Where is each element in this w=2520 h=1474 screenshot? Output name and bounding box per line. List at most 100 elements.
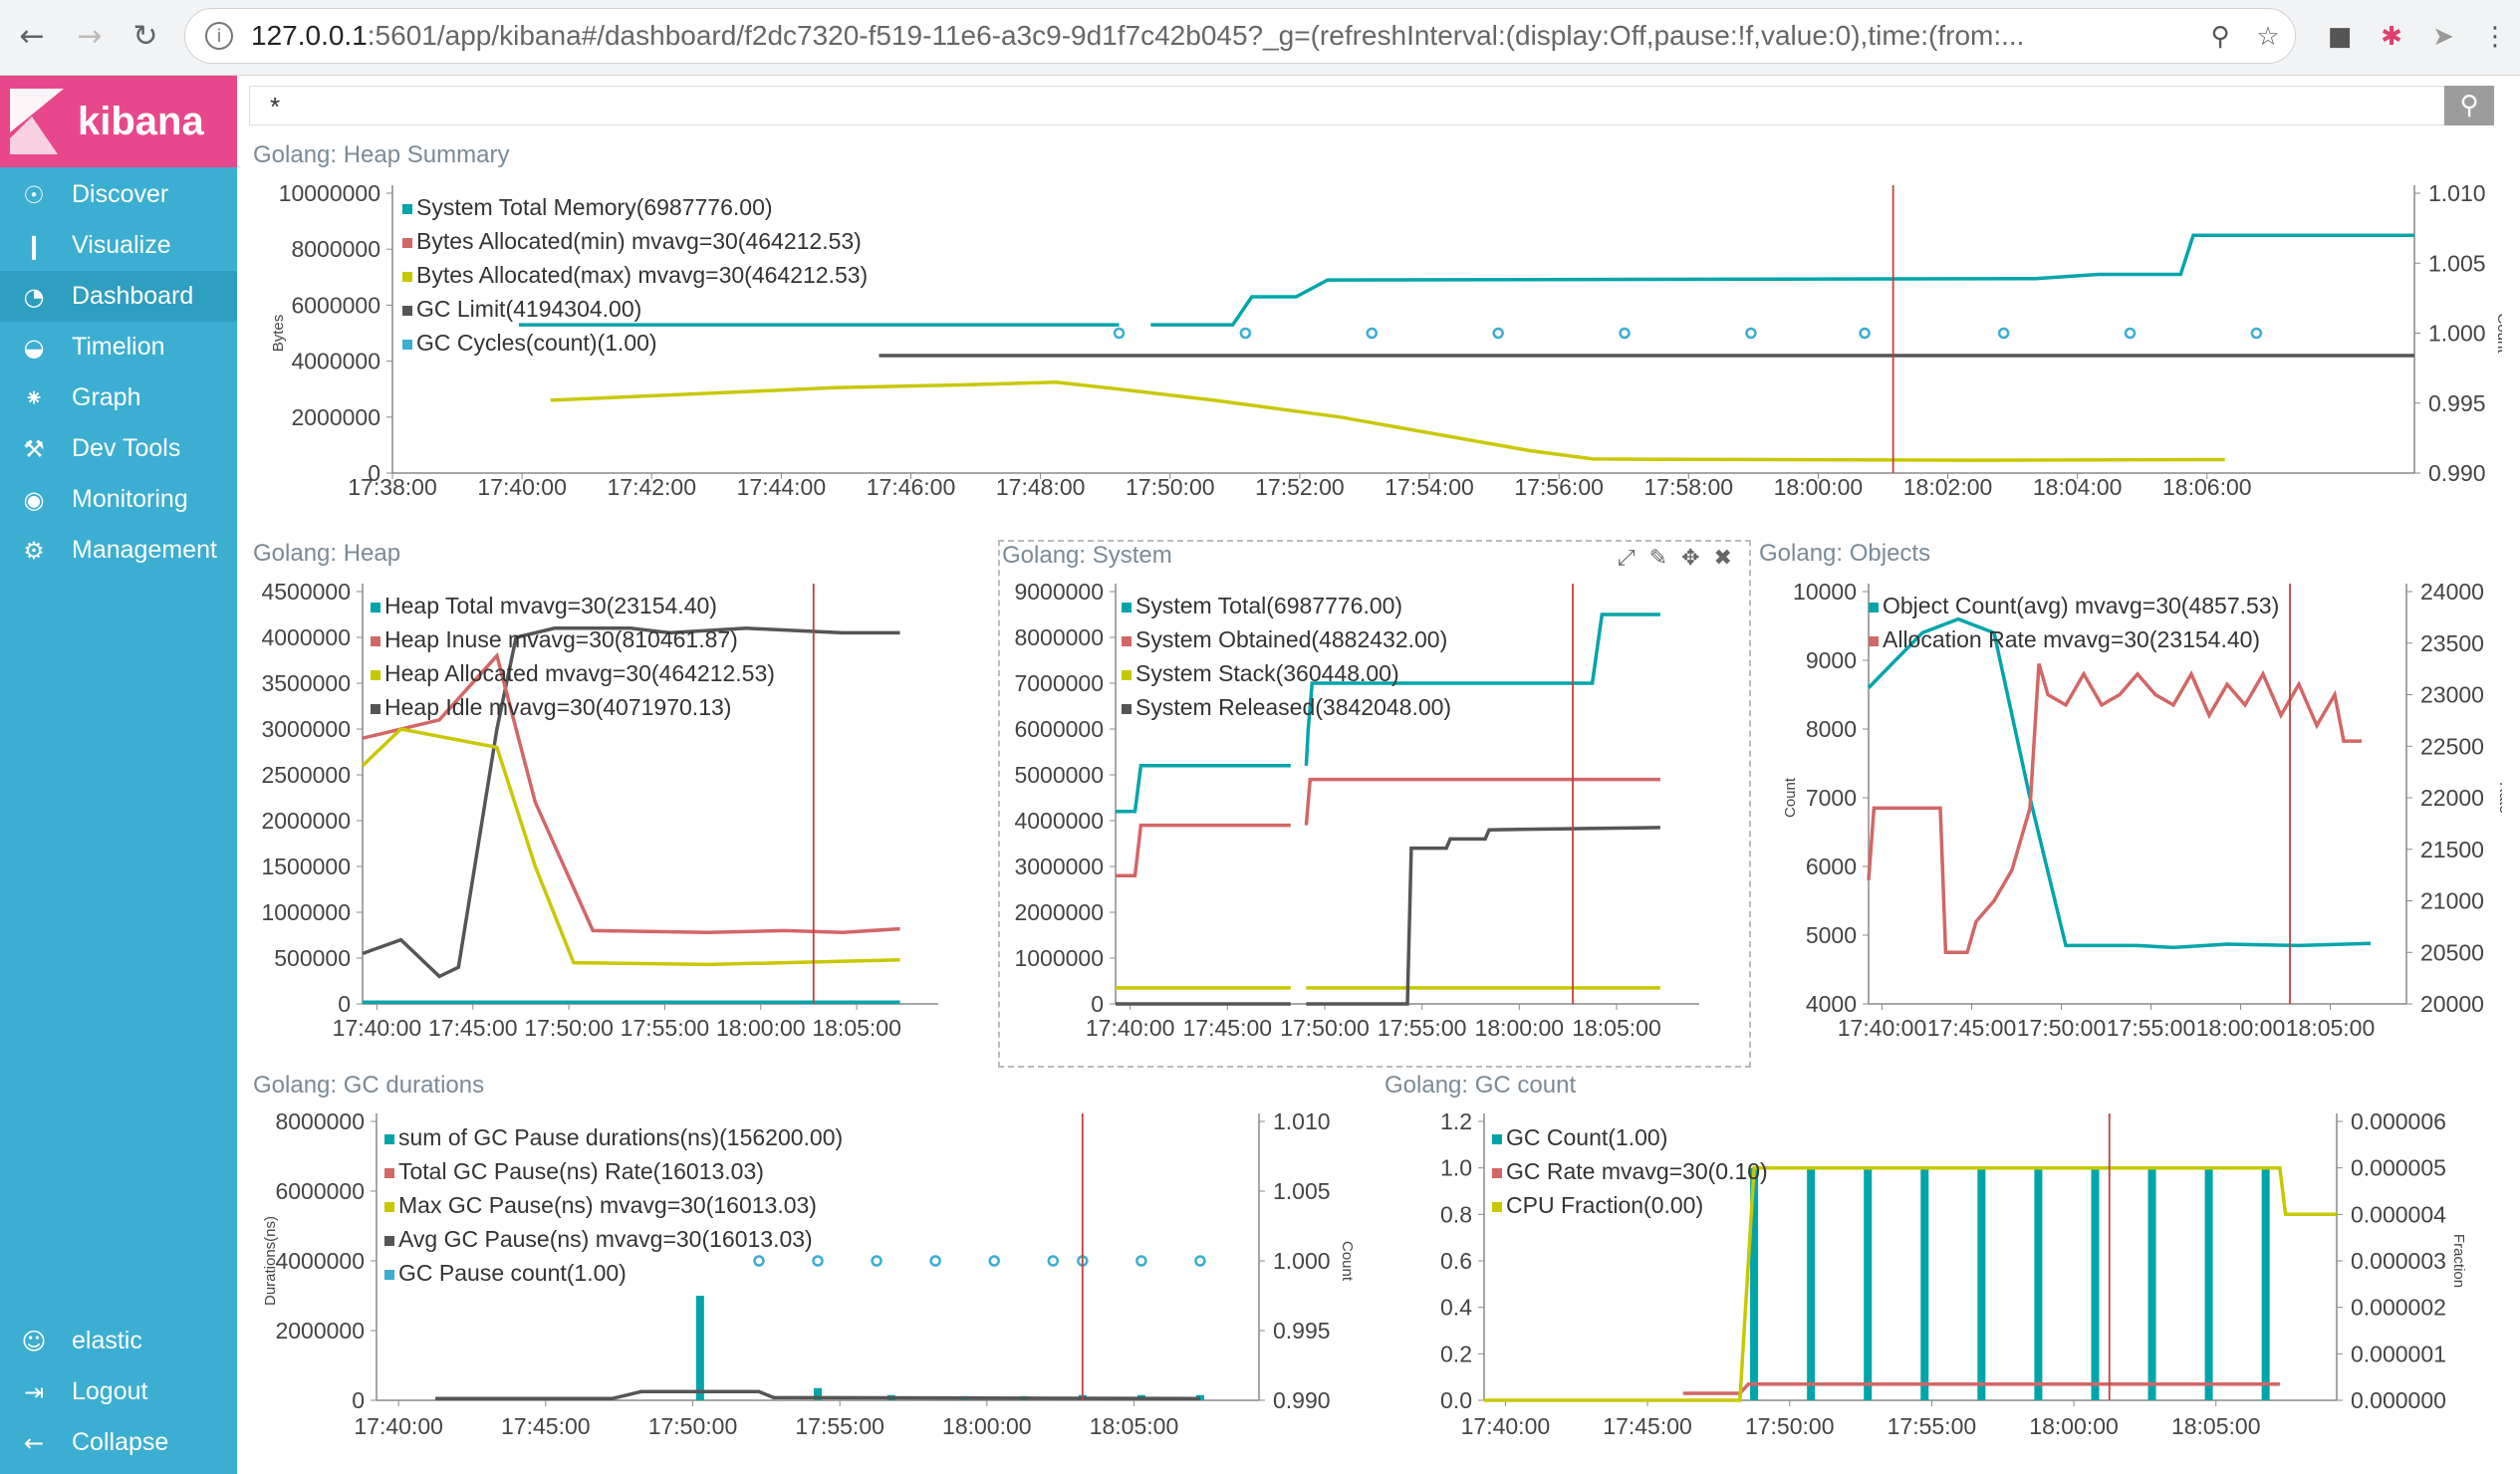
legend-swatch[interactable]	[1869, 603, 1879, 613]
legend-label[interactable]: System Total Memory(6987776.00)	[416, 194, 773, 220]
legend-label[interactable]: Avg GC Pause(ns) mvavg=30(16013.03)	[398, 1226, 813, 1252]
legend-label[interactable]: System Stack(360448.00)	[1135, 660, 1399, 686]
sidebar-item-discover[interactable]: ☉ Discover	[0, 169, 237, 220]
legend-swatch[interactable]	[402, 272, 412, 282]
sidebar-item-dev-tools[interactable]: ⚒ Dev Tools	[0, 423, 237, 474]
browser-menu-icon[interactable]: ⋮	[2482, 22, 2508, 52]
x-tick-label: 17:45:00	[501, 1413, 591, 1439]
sidebar-item-visualize[interactable]: ❙ Visualize	[0, 220, 237, 271]
search-button[interactable]: ⚲	[2444, 86, 2494, 125]
legend-label[interactable]: Heap Total mvavg=30(23154.40)	[384, 593, 717, 618]
sidebar-item-graph[interactable]: ⁕ Graph	[0, 372, 237, 423]
browser-toolbar: ← → ↻ i 127.0.0.1:5601/app/kibana#/dashb…	[0, 0, 2520, 76]
legend-label[interactable]: Bytes Allocated(max) mvavg=30(464212.53)	[416, 262, 868, 288]
search-query-input[interactable]: *	[249, 86, 2494, 125]
back-icon[interactable]: ←	[19, 18, 45, 54]
sidebar-item-timelion[interactable]: ◒ Timelion	[0, 322, 237, 372]
kibana-logo[interactable]: kibana	[0, 76, 237, 167]
legend-swatch[interactable]	[371, 603, 380, 613]
legend-swatch[interactable]	[402, 238, 412, 248]
y-tick-label: 1.0	[1440, 1155, 1472, 1181]
legend-label[interactable]: Allocation Rate mvavg=30(23154.40)	[1883, 626, 2260, 652]
legend-swatch[interactable]	[384, 1168, 394, 1178]
legend-label[interactable]: GC Rate mvavg=30(0.10)	[1506, 1158, 1768, 1184]
legend-swatch[interactable]	[402, 306, 412, 316]
legend-swatch[interactable]	[1122, 636, 1132, 646]
legend-swatch[interactable]	[371, 704, 380, 714]
legend-label[interactable]: Bytes Allocated(min) mvavg=30(464212.53)	[416, 228, 862, 254]
legend-label[interactable]: System Total(6987776.00)	[1135, 593, 1402, 618]
extension-asterisk-icon[interactable]: ✱	[2381, 22, 2402, 52]
x-tick-label: 17:45:00	[1603, 1413, 1692, 1439]
move-icon[interactable]: ✥	[1681, 546, 1700, 571]
bar	[2261, 1167, 2270, 1400]
legend-label[interactable]: GC Limit(4194304.00)	[416, 296, 641, 322]
legend-swatch[interactable]	[402, 340, 412, 350]
legend-swatch[interactable]	[371, 670, 380, 680]
legend-label[interactable]: System Released(3842048.00)	[1135, 694, 1451, 720]
legend-label[interactable]: System Obtained(4882432.00)	[1135, 626, 1447, 652]
extension-bird-icon[interactable]: ➤	[2432, 22, 2454, 52]
legend-swatch[interactable]	[402, 204, 412, 214]
forward-icon[interactable]: →	[77, 18, 103, 54]
expand-icon[interactable]: ⤢	[1618, 546, 1636, 571]
legend-label[interactable]: GC Pause count(1.00)	[398, 1260, 627, 1286]
legend-label[interactable]: Heap Inuse mvavg=30(810461.87)	[384, 626, 738, 652]
x-tick-label: 18:05:00	[2171, 1413, 2261, 1439]
address-bar[interactable]: i 127.0.0.1:5601/app/kibana#/dashboard/f…	[184, 8, 2296, 64]
x-tick-label: 18:05:00	[1090, 1413, 1179, 1439]
legend-swatch[interactable]	[1869, 636, 1879, 646]
sidebar-item-monitoring[interactable]: ◉ Monitoring	[0, 474, 237, 525]
sidebar-item-label: Graph	[72, 383, 141, 411]
y2-tick-label: 22500	[2420, 733, 2484, 759]
legend-swatch[interactable]	[384, 1236, 394, 1246]
legend-swatch[interactable]	[384, 1270, 394, 1280]
legend-label[interactable]: Max GC Pause(ns) mvavg=30(16013.03)	[398, 1192, 817, 1218]
reload-icon[interactable]: ↻	[132, 18, 158, 54]
legend-label[interactable]: Heap Idle mvavg=30(4071970.13)	[384, 694, 731, 720]
extension-evernote-icon[interactable]: ■	[2327, 22, 2353, 52]
close-icon[interactable]: ✖	[1713, 546, 1732, 571]
legend-swatch[interactable]	[1122, 603, 1132, 613]
legend-swatch[interactable]	[371, 636, 380, 646]
legend-label[interactable]: CPU Fraction(0.00)	[1506, 1192, 1703, 1218]
y-tick-label: 2000000	[261, 808, 351, 834]
edit-pencil-icon[interactable]: ✎	[1648, 546, 1668, 571]
sidebar-item-dashboard[interactable]: ◔ Dashboard	[0, 271, 237, 322]
y2-axis-label: Rate	[2496, 782, 2502, 814]
legend-label[interactable]: Total GC Pause(ns) Rate(16013.03)	[398, 1158, 764, 1184]
series-line	[362, 626, 900, 979]
legend-swatch[interactable]	[1492, 1134, 1502, 1144]
sidebar-item-label: Management	[72, 536, 217, 564]
legend-swatch[interactable]	[1122, 704, 1132, 714]
sidebar-item-logout[interactable]: ⇥ Logout	[0, 1366, 237, 1417]
panel-heap: Golang: Heap 4500000 4000000 3500000 300000…	[251, 540, 996, 1066]
y2-tick-label: 0.000006	[2351, 1108, 2446, 1134]
legend-label[interactable]: sum of GC Pause durations(ns)(156200.00)	[398, 1124, 843, 1150]
y-tick-label: 4000000	[261, 624, 351, 650]
bookmark-star-icon[interactable]: ☆	[2256, 22, 2280, 52]
legend-swatch[interactable]	[1492, 1168, 1502, 1178]
legend-swatch[interactable]	[1122, 670, 1132, 680]
info-icon[interactable]: i	[205, 22, 233, 50]
sidebar-item-elastic[interactable]: ☺ elastic	[0, 1316, 237, 1366]
y2-tick-label: 21500	[2420, 837, 2484, 862]
legend-swatch[interactable]	[384, 1202, 394, 1212]
bar	[2204, 1167, 2213, 1400]
data-point	[1239, 327, 1252, 340]
y-tick-label: 2000000	[291, 404, 380, 430]
legend-label[interactable]: GC Count(1.00)	[1506, 1124, 1667, 1150]
zoom-icon[interactable]: ⚲	[2210, 22, 2230, 52]
y2-tick-label: 21000	[2420, 888, 2484, 914]
y2-tick-label: 1.005	[2428, 250, 2486, 276]
sidebar-item-collapse[interactable]: ← Collapse	[0, 1417, 237, 1468]
y-tick-label: 4000000	[275, 1248, 365, 1274]
legend-label[interactable]: Heap Allocated mvavg=30(464212.53)	[384, 660, 775, 686]
legend-label[interactable]: GC Cycles(count)(1.00)	[416, 330, 657, 356]
legend-swatch[interactable]	[1492, 1202, 1502, 1212]
data-point	[812, 1255, 824, 1267]
series-line	[1304, 777, 1660, 826]
legend-swatch[interactable]	[384, 1134, 394, 1144]
legend-label[interactable]: Object Count(avg) mvavg=30(4857.53)	[1883, 593, 2279, 618]
sidebar-item-management[interactable]: ⚙ Management	[0, 525, 237, 576]
